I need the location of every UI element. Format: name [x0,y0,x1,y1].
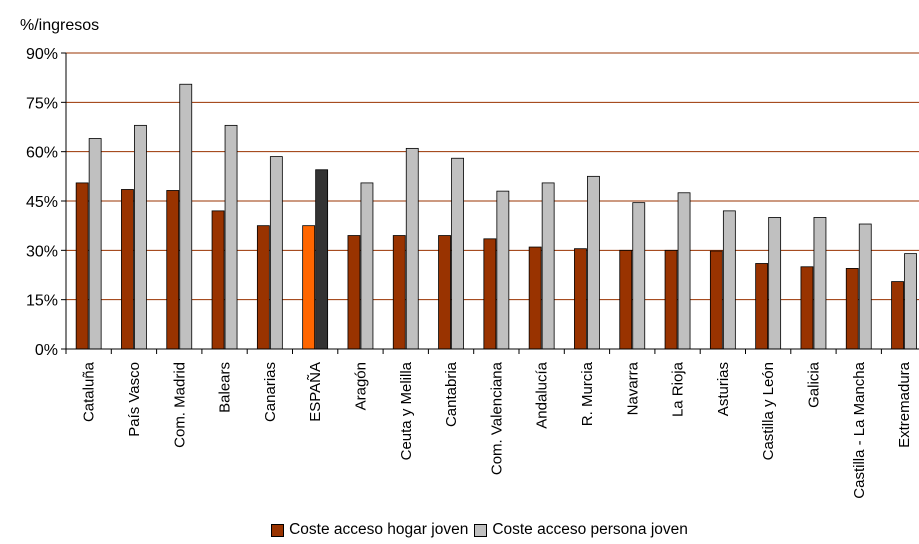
category-label: Extremadura [896,361,913,448]
bar-persona [269,156,283,350]
category-label: Andalucía [534,361,551,428]
bar-persona [768,217,782,350]
bar-persona [315,169,329,350]
category-label: Cantabria [443,361,460,427]
y-tick-label: 90% [26,46,58,63]
bar-persona [496,190,510,350]
category-label: Ceuta y Melilla [398,361,415,460]
category-label: Asturias [715,362,732,416]
legend-swatch-persona [474,523,488,537]
category-label: Castilla y León [760,362,777,460]
bar-hogar [800,266,814,350]
bars [75,83,917,350]
y-tick-label: 30% [26,243,58,260]
category-label: La Rioja [670,361,687,417]
bar-hogar [392,235,406,350]
bar-persona [88,138,102,350]
bar-persona [587,175,600,350]
bar-hogar [121,189,134,350]
legend-item-hogar: Coste acceso hogar joven [271,521,468,539]
bar-persona [541,182,555,350]
category-label: Com. Valenciana [488,361,505,475]
category-labels: Cataluña País Vasco Com. Madrid Balears Cana… [65,349,913,499]
bar-persona [360,182,374,350]
bar-persona [722,210,736,350]
y-tick-label: 75% [26,95,58,112]
bar-hogar [347,235,361,350]
category-label: ESPAÑA [307,362,324,422]
category-label: Aragón [352,362,369,410]
bar-hogar [755,263,769,350]
category-label: Canarias [262,362,279,422]
bar-persona [134,124,147,350]
category-label: Galicia [805,361,822,408]
bar-persona [179,83,193,350]
bar-persona [632,202,646,350]
bar-hogar [619,249,633,350]
category-label: Cataluña [81,361,98,422]
bar-persona [451,157,464,350]
bar-hogar [438,235,451,350]
category-label: Com. Madrid [171,362,188,448]
bar-hogar [845,268,859,350]
y-tick-label: 15% [26,293,58,310]
bar-hogar [574,248,587,350]
bar-hogar [483,238,497,350]
bar-persona [858,223,872,350]
bar-hogar [211,210,225,350]
bar-hogar [75,182,89,350]
legend-item-persona: Coste acceso persona joven [474,521,688,539]
bar-hogar [664,249,678,350]
legend-label-persona: Coste acceso persona joven [492,521,688,538]
bar-persona [224,124,238,350]
category-label: País Vasco [126,362,143,437]
y-tick-label: 45% [26,194,58,211]
legend-label-hogar: Coste acceso hogar joven [289,521,469,538]
legend: Coste acceso hogar joven Coste acceso pe… [0,519,919,541]
y-unit-label: %/ingresos [20,17,99,34]
bar-persona [677,192,691,350]
bar-hogar [256,225,270,350]
legend-swatch-hogar [271,523,285,537]
bar-persona [405,147,419,350]
bar-hogar [709,250,723,350]
y-tick-label: 60% [26,145,58,162]
category-label: Castilla - La Mancha [851,361,868,498]
bar-hogar [891,281,904,350]
bar-hogar [166,190,180,350]
bar-hogar [302,225,316,350]
axes [65,53,919,350]
y-tick-label: 0% [35,342,58,359]
category-label: Balears [217,362,234,413]
bar-hogar [528,246,542,350]
category-label: R. Murcia [579,361,596,426]
category-label: Navarra [624,361,641,415]
y-axis-ticks: 0% 15% 30% 45% 60% 75% 90% [26,46,66,359]
bar-persona [813,217,827,350]
bar-persona [904,253,917,350]
